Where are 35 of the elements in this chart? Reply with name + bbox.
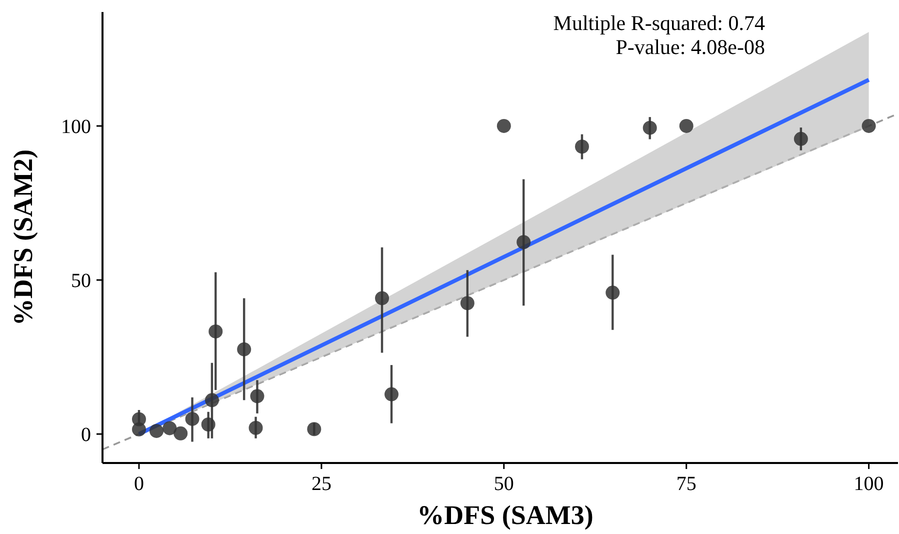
point	[862, 118, 876, 133]
y-axis-title: %DFS (SAM2)	[8, 149, 38, 326]
point	[162, 421, 177, 436]
annotation: Multiple R-squared: 0.74	[553, 11, 766, 35]
point	[496, 118, 511, 133]
point	[460, 296, 474, 310]
x-tick-label: 0	[134, 473, 144, 495]
point	[132, 422, 146, 436]
y-tick-label: 100	[61, 116, 91, 138]
point	[606, 286, 620, 300]
point	[642, 120, 657, 135]
point	[679, 118, 694, 133]
point	[204, 393, 219, 408]
point	[208, 324, 223, 338]
point	[794, 132, 808, 146]
point	[516, 235, 531, 250]
point	[375, 291, 390, 306]
point	[185, 412, 200, 426]
x-axis-title: %DFS (SAM3)	[417, 500, 594, 530]
x-tick-label: 50	[494, 473, 514, 495]
point	[174, 426, 188, 440]
point	[201, 417, 216, 432]
x-tick-label: 75	[676, 473, 696, 495]
annotation: P-value: 4.08e-08	[616, 35, 765, 59]
point	[248, 420, 263, 435]
y-tick-label: 50	[71, 270, 91, 292]
x-tick-label: 25	[311, 473, 332, 495]
point	[574, 140, 589, 154]
point	[150, 424, 164, 438]
point	[237, 342, 252, 356]
x-tick-label: 100	[854, 473, 884, 495]
point	[250, 389, 264, 404]
point	[307, 422, 322, 436]
point	[384, 387, 399, 402]
y-tick-label: 0	[81, 424, 91, 446]
